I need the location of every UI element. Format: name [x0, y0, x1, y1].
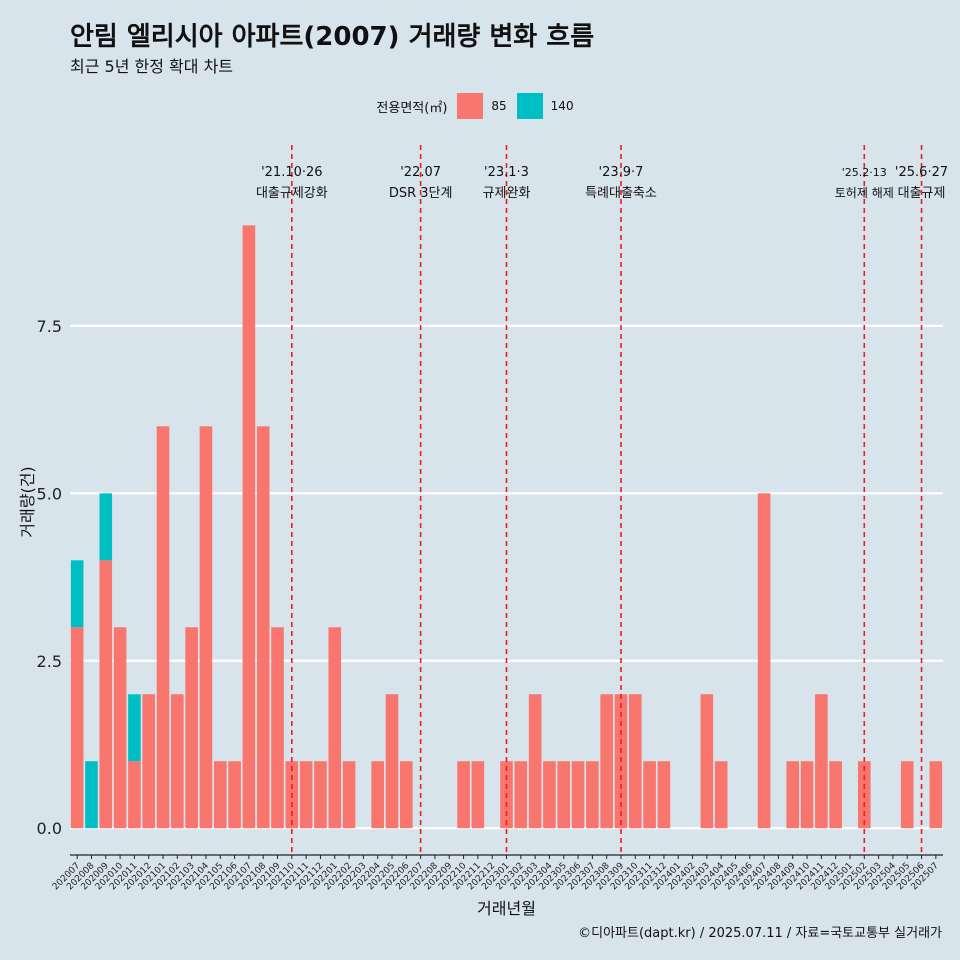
- bar-85-202009: [99, 560, 113, 829]
- bar-85-202201: [328, 627, 342, 829]
- bar-85-202102: [171, 694, 184, 829]
- y-axis-title: 거래량(건): [18, 466, 37, 537]
- event-date-label: '21.10·26: [261, 165, 322, 180]
- bar-85-202107: [242, 225, 256, 829]
- event-date-label: '25.6·27: [895, 165, 948, 180]
- event-label: 대출규제: [898, 186, 946, 201]
- y-tick-label: 7.5: [37, 317, 62, 336]
- event-label: 토허제 해제: [835, 186, 894, 200]
- chart-title: 안림 엘리시아 아파트(2007) 거래량 변화 흐름: [70, 22, 595, 52]
- y-tick-label: 2.5: [37, 652, 62, 671]
- bar-85-202205: [385, 694, 399, 829]
- bar-85-202411: [815, 694, 828, 829]
- legend-label-85: 85: [491, 99, 507, 113]
- legend-swatch-85: [457, 93, 484, 119]
- bar-85-202505: [900, 761, 914, 829]
- bar-85-202105: [213, 761, 227, 829]
- event-date-label: '23.9·7: [599, 165, 644, 180]
- bar-85-202012: [142, 694, 156, 829]
- bar-85-202104: [199, 426, 213, 829]
- caption: ©디아파트(dapt.kr) / 2025.07.11 / 자료=국토교통부 실…: [578, 926, 942, 941]
- bar-85-202204: [371, 761, 384, 829]
- bar-140-202007: [70, 560, 84, 628]
- bar-140-202008: [85, 761, 98, 829]
- event-label: DSR 3단계: [389, 186, 453, 201]
- bar-85-202306: [571, 761, 585, 829]
- event-date-label: '23.1·3: [484, 165, 529, 180]
- bar-85-202404: [714, 761, 728, 829]
- bar-85-202311: [643, 761, 656, 829]
- bar-85-202111: [299, 761, 313, 829]
- bar-85-202304: [543, 761, 556, 829]
- bar-85-202010: [113, 627, 127, 829]
- bar-85-202103: [185, 627, 198, 829]
- bar-85-202310: [629, 694, 642, 829]
- bar-85-202108: [256, 426, 270, 829]
- bar-85-202011: [128, 761, 141, 829]
- event-date-label: '25.2·13: [842, 166, 887, 179]
- legend-swatch-140: [516, 93, 543, 119]
- bar-85-202308: [600, 694, 613, 829]
- bar-85-202410: [800, 761, 814, 829]
- bar-85-202106: [228, 761, 241, 829]
- bar-85-202210: [457, 761, 470, 829]
- bar-85-202101: [156, 426, 170, 829]
- event-label: 대출규제강화: [256, 186, 328, 201]
- bar-85-202307: [586, 761, 599, 829]
- chart-subtitle: 최근 5년 한정 확대 차트: [70, 57, 234, 76]
- y-tick-label: 0.0: [37, 819, 62, 838]
- bar-85-202305: [557, 761, 571, 829]
- bar-85-202109: [271, 627, 284, 829]
- bar-85-202112: [314, 761, 327, 829]
- bar-85-202403: [700, 694, 714, 829]
- bar-85-202211: [471, 761, 485, 829]
- legend-title: 전용면적(㎡): [376, 100, 448, 116]
- x-axis-title: 거래년월: [477, 899, 536, 918]
- bar-85-202409: [786, 761, 800, 829]
- bar-85-202412: [829, 761, 842, 829]
- bar-85-202507: [929, 761, 943, 829]
- bar-85-202202: [342, 761, 356, 829]
- bar-85-202407: [757, 493, 771, 829]
- bar-85-202007: [70, 627, 84, 829]
- event-label: 규제완화: [483, 186, 531, 201]
- legend-label-140: 140: [550, 99, 574, 113]
- bar-140-202009: [99, 493, 113, 561]
- bar-85-202206: [400, 761, 413, 829]
- y-tick-label: 5.0: [37, 484, 62, 503]
- bar-140-202011: [128, 694, 141, 762]
- event-date-label: '22.07: [400, 165, 441, 180]
- bar-85-202303: [528, 694, 542, 829]
- bar-85-202302: [514, 761, 528, 829]
- event-label: 특례대출축소: [585, 186, 657, 201]
- legend: 전용면적(㎡) 85 140: [0, 93, 960, 119]
- bar-85-202312: [657, 761, 671, 829]
